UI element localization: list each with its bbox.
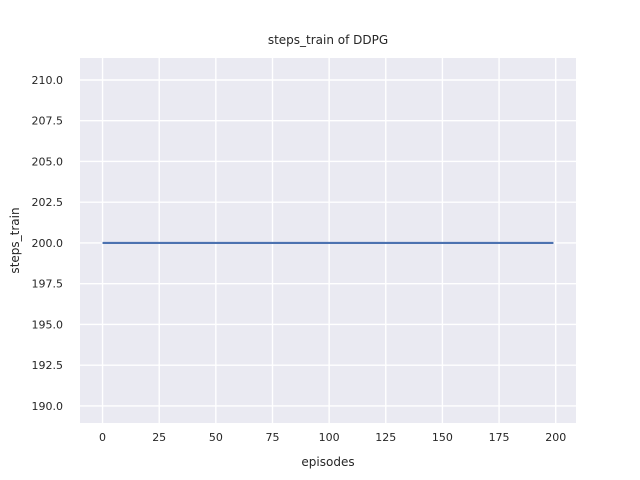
x-tick-label: 100	[319, 431, 340, 444]
chart-title: steps_train of DDPG	[268, 33, 388, 47]
y-tick-label: 205.0	[32, 155, 64, 168]
y-tick-label: 202.5	[32, 196, 64, 209]
y-tick-label: 190.0	[32, 400, 64, 413]
y-tick-label: 207.5	[32, 115, 64, 128]
x-tick-label: 150	[432, 431, 453, 444]
y-tick-label: 195.0	[32, 318, 64, 331]
x-tick-label: 0	[99, 431, 106, 444]
y-tick-label: 192.5	[32, 359, 64, 372]
x-tick-label: 125	[375, 431, 396, 444]
x-tick-label: 75	[265, 431, 279, 444]
y-tick-label: 210.0	[32, 74, 64, 87]
y-tick-label: 200.0	[32, 237, 64, 250]
x-tick-label: 175	[489, 431, 510, 444]
x-tick-label: 50	[209, 431, 223, 444]
y-tick-label: 197.5	[32, 278, 64, 291]
plot-background	[80, 58, 576, 423]
x-tick-label: 200	[545, 431, 566, 444]
x-axis-label: episodes	[301, 455, 354, 469]
x-tick-label: 25	[152, 431, 166, 444]
y-axis-label: steps_train	[8, 207, 22, 273]
